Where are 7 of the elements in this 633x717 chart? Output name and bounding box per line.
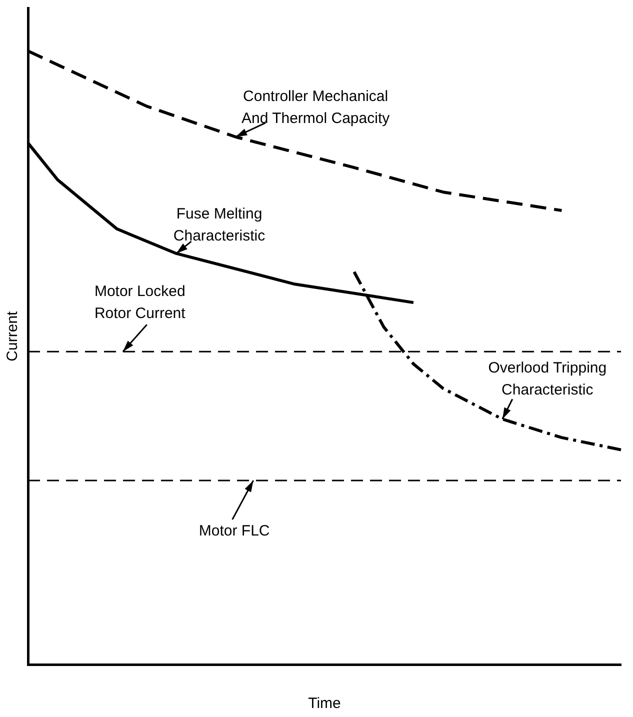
x-axis-title: Time <box>308 695 341 712</box>
ref-line-label: Motor FLC <box>198 522 270 540</box>
y-axis-title: Current <box>4 310 22 362</box>
series-label: Overlood Tripping Characteristic <box>488 359 607 398</box>
series-label: Controller Mechanical And Thermol Capacity <box>241 88 390 128</box>
ref-line-label: Motor Locked Rotor Current <box>94 282 186 322</box>
series-label: Fuse Melting Characteristic <box>173 206 266 245</box>
